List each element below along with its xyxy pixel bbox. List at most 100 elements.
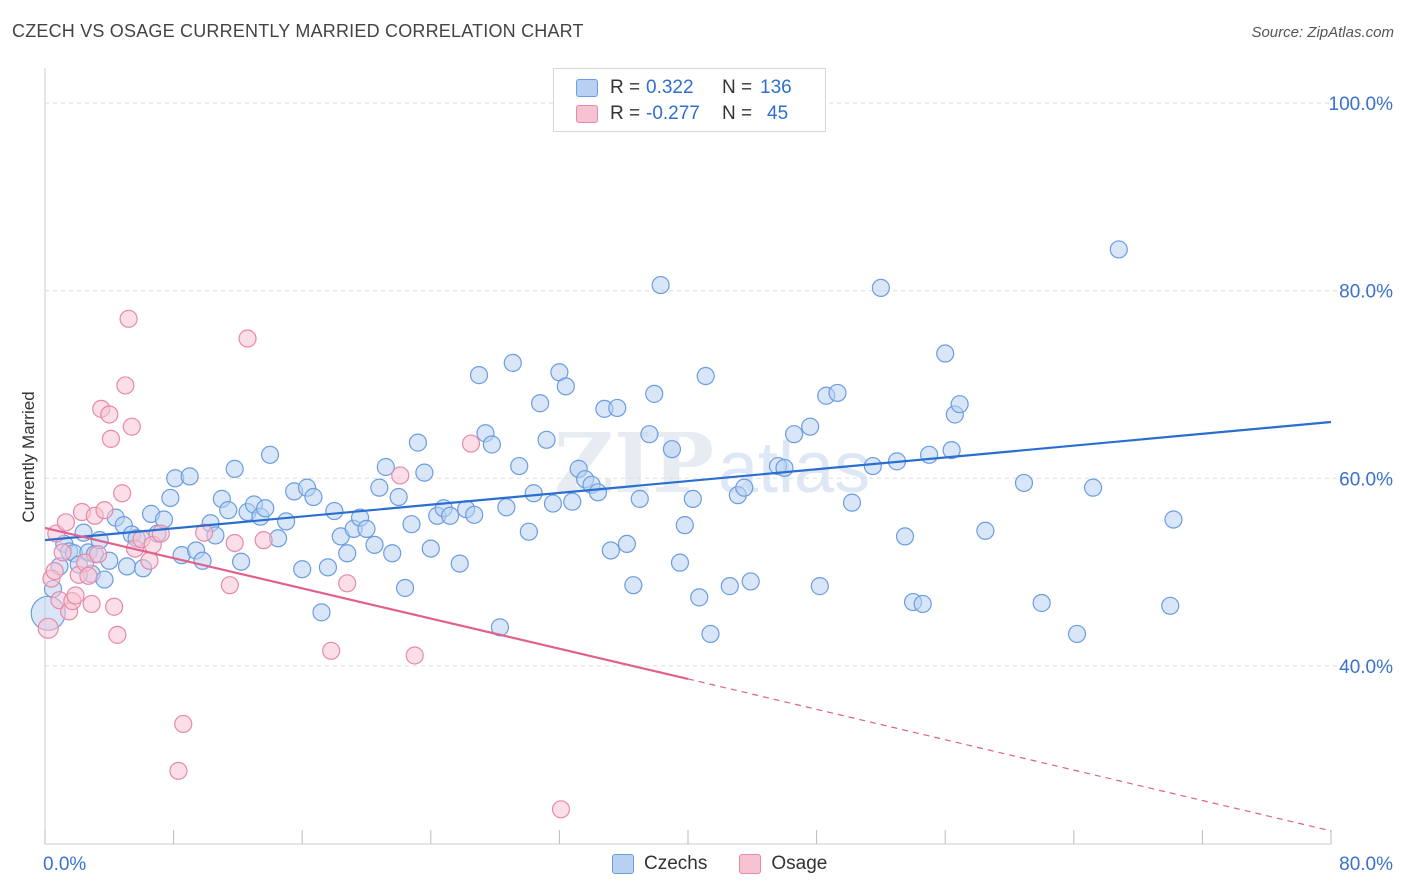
czechs-point — [976, 521, 995, 540]
czechs-legend-label: Czechs — [644, 853, 708, 874]
osage-point — [238, 329, 257, 348]
czechs-point — [651, 275, 670, 295]
czechs-point — [1067, 624, 1087, 644]
czechs-point — [161, 488, 180, 508]
osage-point — [100, 405, 119, 424]
osage-legend-label: Osage — [771, 853, 828, 874]
czechs-point — [608, 398, 627, 418]
czechs-point — [588, 483, 608, 502]
czechs-point — [1014, 473, 1034, 493]
source-label: Source: ZipAtlas.com — [1251, 24, 1394, 41]
czechs-point — [260, 445, 280, 464]
osage-point — [220, 576, 239, 595]
osage-point — [322, 641, 341, 660]
osage-point — [405, 646, 424, 665]
czechs-point — [219, 501, 238, 520]
czechs-point — [465, 505, 484, 524]
osage-point — [225, 533, 244, 553]
osage-point — [169, 761, 188, 780]
osage-point — [45, 561, 64, 581]
czechs-point — [225, 459, 244, 478]
czechs-point — [312, 603, 331, 622]
czechs-point — [842, 493, 862, 512]
axes — [44, 68, 1332, 845]
czechs-point — [913, 594, 932, 614]
czechs-point — [936, 344, 955, 363]
n-value: 136 — [760, 77, 792, 98]
osage-point — [195, 523, 214, 542]
osage-point — [79, 566, 98, 585]
czechs-point — [863, 456, 882, 476]
osage-point — [105, 597, 124, 616]
osage-point — [53, 543, 72, 562]
czechs-point — [920, 445, 939, 464]
osage-point — [113, 484, 132, 503]
legend-row-osage: R = -0.277 N = 45 — [576, 101, 788, 127]
czechs-point — [232, 552, 251, 571]
czechs-point — [950, 395, 969, 414]
czechs-point — [304, 487, 323, 507]
czechs-point — [95, 570, 114, 589]
czechs-point — [524, 484, 543, 503]
czechs-point — [895, 527, 915, 546]
x-tick-label: 80.0% — [1339, 854, 1393, 875]
czechs-point — [256, 499, 275, 518]
czechs-point — [376, 457, 395, 477]
czechs-point — [810, 577, 829, 596]
osage-point — [108, 625, 127, 644]
czechs-point — [415, 463, 434, 482]
osage-point — [461, 434, 481, 453]
czechs-point — [701, 624, 720, 644]
czechs-point — [1083, 478, 1103, 497]
czechs-trend-line — [44, 420, 1332, 542]
osage-point — [391, 466, 410, 485]
czechs-point — [640, 425, 659, 444]
czechs-point — [1109, 240, 1128, 259]
czechs-point — [277, 512, 296, 531]
czechs-point — [563, 492, 582, 511]
x-tick-label: 0.0% — [43, 854, 86, 875]
czechs-point — [318, 558, 338, 577]
czechs-point — [365, 535, 384, 554]
czechs-point — [357, 519, 376, 538]
czechs-point — [828, 383, 847, 403]
czechs-point — [519, 522, 538, 541]
y-tick-label: 40.0% — [1339, 657, 1393, 678]
czechs-point — [510, 456, 529, 476]
czechs-point — [675, 516, 694, 535]
czechs-point — [784, 425, 804, 444]
czechs-point — [662, 440, 682, 459]
osage-point — [119, 309, 138, 328]
czechs-point — [531, 394, 550, 413]
czechs-point — [421, 539, 440, 558]
czechs-point — [117, 557, 137, 576]
czechs-point — [180, 467, 199, 486]
osage-point — [122, 417, 141, 436]
n-value: 45 — [767, 103, 789, 124]
trend-lines — [44, 420, 1332, 832]
czechs-point — [389, 487, 408, 507]
osage-point — [56, 513, 75, 532]
n-label: N = — [722, 77, 753, 98]
czechs-point — [482, 435, 501, 454]
czechs-point — [617, 534, 637, 554]
czechs-point — [543, 494, 563, 513]
czechs-point — [402, 515, 421, 534]
czechs-point — [325, 501, 344, 521]
czechs-point — [556, 377, 575, 396]
czechs-point — [601, 541, 620, 560]
czechs-point — [370, 478, 389, 497]
czechs-point — [630, 489, 649, 508]
czechs-point — [450, 554, 469, 573]
legend-item-czechs: Czechs — [612, 853, 707, 875]
czechs-point — [293, 560, 312, 579]
osage-swatch — [576, 105, 598, 123]
osage-point — [338, 574, 357, 593]
r-label: R = — [610, 77, 641, 98]
r-label: R = — [610, 103, 641, 124]
y-tick-label: 100.0% — [1329, 94, 1394, 115]
y-tick-label: 80.0% — [1339, 282, 1393, 303]
czechs-legend-swatch — [612, 854, 634, 874]
czechs-point — [497, 498, 516, 517]
